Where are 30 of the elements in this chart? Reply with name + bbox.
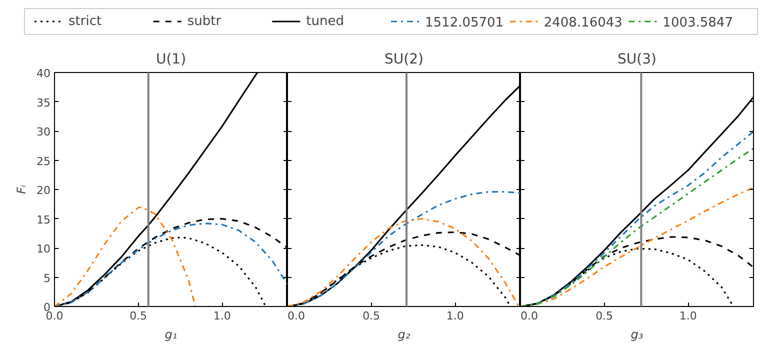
x-tick-label: 0.0 <box>46 310 64 322</box>
y-tick-label: 30 <box>36 126 51 138</box>
y-tick-label: 20 <box>36 184 51 197</box>
chart-title: U(1) <box>156 52 186 68</box>
legend-label: 1003.5847 <box>662 16 733 30</box>
x-axis-title: g₂ <box>398 328 410 342</box>
x-tick-label: 0.0 <box>288 310 305 322</box>
x-tick-label: 0.5 <box>596 310 614 322</box>
legend-label: 2408.16043 <box>544 16 622 30</box>
y-tick-label: 40 <box>36 67 51 80</box>
x-tick-label: 1.0 <box>446 310 464 322</box>
x-axis-title: g₁ <box>164 328 178 342</box>
x-axis-title: g₃ <box>630 328 644 342</box>
x-tick-label: 1.0 <box>213 310 231 322</box>
legend-label: subtr <box>187 14 222 29</box>
x-tick-label: 1.0 <box>679 310 697 322</box>
y-tick-label: 5 <box>44 272 50 285</box>
chart-title: SU(2) <box>384 52 424 68</box>
legend-label: strict <box>68 14 102 29</box>
x-tick-label: 0.5 <box>130 310 148 322</box>
y-tick-label: 15 <box>36 213 51 226</box>
chart-title: SU(3) <box>618 52 656 68</box>
y-axis-title: Fᵢ <box>14 184 29 194</box>
legend-label: 1512.05701 <box>425 16 504 30</box>
y-tick-label: 10 <box>36 242 51 256</box>
x-tick-label: 0.0 <box>520 310 538 322</box>
y-tick-label: 25 <box>36 154 51 168</box>
y-tick-label: 35 <box>36 96 51 110</box>
x-tick-label: 0.5 <box>362 310 380 322</box>
legend-label: tuned <box>306 14 344 29</box>
